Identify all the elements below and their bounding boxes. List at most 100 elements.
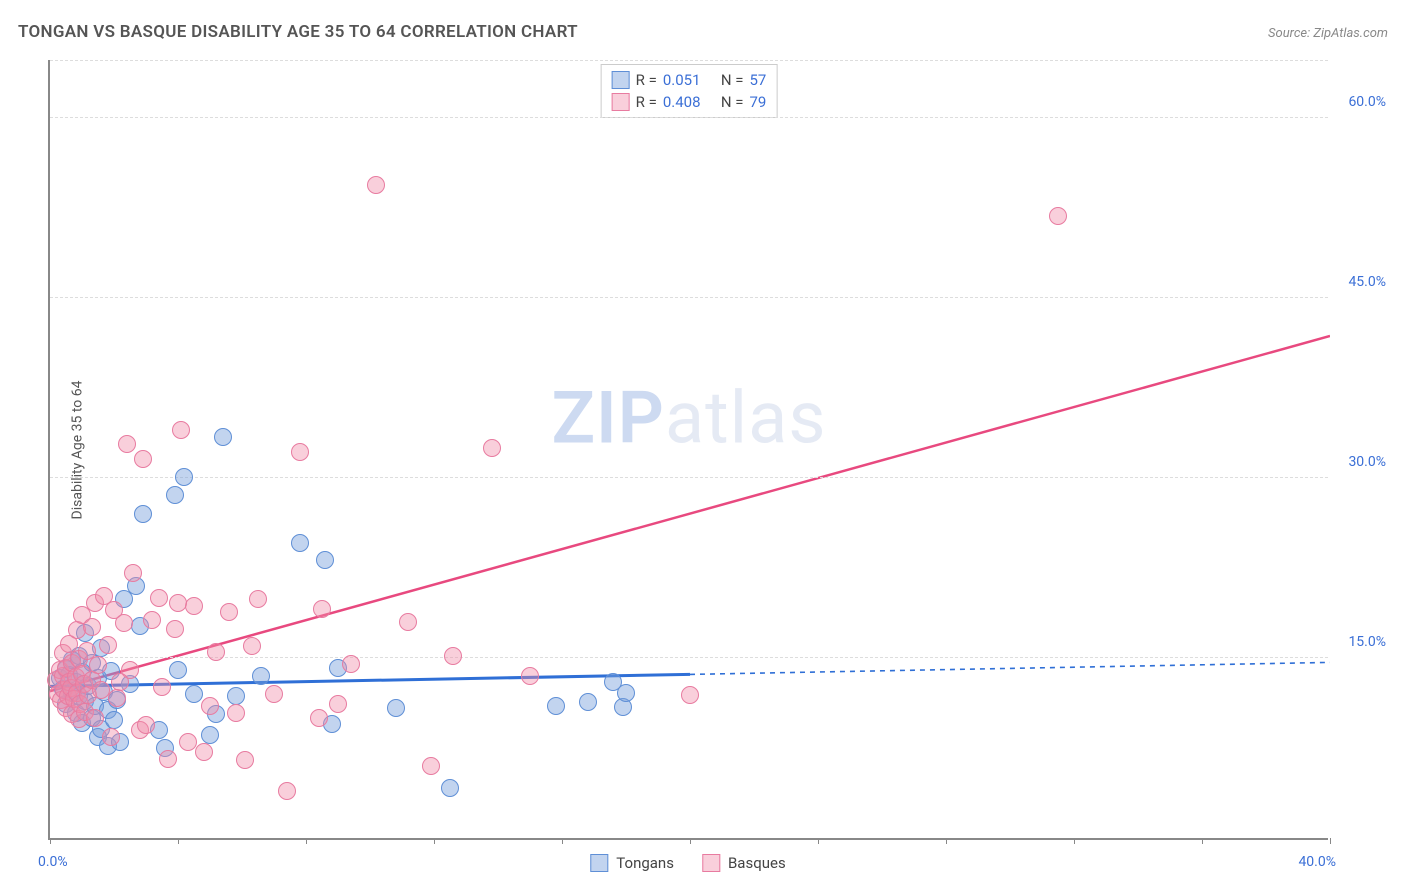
scatter-point [83,618,101,636]
scatter-point [115,614,133,632]
scatter-point [227,704,245,722]
scatter-point [169,594,187,612]
legend-swatch [612,71,630,89]
scatter-point [1049,207,1067,225]
scatter-point [89,656,107,674]
legend-swatch [612,93,630,111]
x-tick [946,838,947,844]
x-tick [562,838,563,844]
scatter-point [185,597,203,615]
x-tick [178,838,179,844]
scatter-point [316,551,334,569]
scatter-point [399,613,417,631]
chart-area: Disability Age 35 to 64 ZIPatlas R =0.05… [48,60,1328,840]
stats-n-value: 79 [749,93,766,111]
scatter-point [175,468,193,486]
scatter-point [124,564,142,582]
y-tick-label: 15.0% [1348,634,1386,650]
stats-r-label: R = [636,71,657,89]
x-tick [1074,838,1075,844]
scatter-point [179,733,197,751]
scatter-point [201,697,219,715]
scatter-point [329,695,347,713]
scatter-point [291,534,309,552]
legend-swatch [590,854,608,872]
x-tick [306,838,307,844]
gridline-h [50,477,1328,478]
scatter-point [441,779,459,797]
chart-source: Source: ZipAtlas.com [1268,26,1388,41]
scatter-point [579,693,597,711]
legend: Tongans Basques [590,854,785,872]
scatter-point [159,750,177,768]
scatter-point [617,684,635,702]
stats-box: R =0.051N =57R =0.408N =79 [601,64,778,118]
scatter-point [521,667,539,685]
stats-r-value: 0.051 [663,71,715,89]
scatter-point [102,728,120,746]
watermark: ZIPatlas [551,375,826,460]
scatter-point [99,636,117,654]
gridline-h [50,297,1328,298]
chart-title: TONGAN VS BASQUE DISABILITY AGE 35 TO 64… [18,22,578,42]
x-tick [1330,838,1331,844]
scatter-point [166,486,184,504]
x-tick [818,838,819,844]
scatter-point [105,711,123,729]
stats-n-label: N = [721,71,744,89]
scatter-point [483,439,501,457]
y-tick-label: 45.0% [1348,274,1386,290]
scatter-point [313,600,331,618]
scatter-point [214,428,232,446]
scatter-point [236,751,254,769]
legend-item: Basques [702,854,786,872]
scatter-point [249,590,267,608]
x-tick [50,838,51,844]
scatter-point [444,647,462,665]
stats-n-value: 57 [749,71,766,89]
stats-row: R = 0.051 N = 57 [612,69,767,91]
scatter-point [252,667,270,685]
scatter-point [108,689,126,707]
plot-region: ZIPatlas R =0.051N =57R =0.408N =79 60.0… [48,60,1328,840]
gridline-h [50,117,1328,118]
x-tick [690,838,691,844]
scatter-point [291,443,309,461]
scatter-point [118,435,136,453]
scatter-point [166,620,184,638]
y-tick-label: 30.0% [1348,454,1386,470]
legend-swatch [702,854,720,872]
scatter-point [310,709,328,727]
scatter-point [367,176,385,194]
scatter-point [195,743,213,761]
x-axis-max-label: 40.0% [1298,854,1336,870]
stats-r-label: R = [636,93,657,111]
stats-row: R =0.408N =79 [612,91,767,113]
x-tick [434,838,435,844]
scatter-point [201,726,219,744]
scatter-point [265,685,283,703]
scatter-point [134,450,152,468]
y-tick-label: 60.0% [1348,94,1386,110]
scatter-point [86,709,104,727]
scatter-point [153,678,171,696]
scatter-point [150,589,168,607]
scatter-point [681,686,699,704]
scatter-point [137,716,155,734]
scatter-point [169,661,187,679]
scatter-point [387,699,405,717]
scatter-point [227,687,245,705]
stats-n-label: N = [721,93,744,111]
scatter-point [547,697,565,715]
scatter-point [220,603,238,621]
scatter-point [111,673,129,691]
scatter-point [243,637,261,655]
legend-label: Tongans [616,854,674,872]
scatter-point [207,643,225,661]
legend-label: Basques [728,854,786,872]
legend-item: Tongans [590,854,674,872]
scatter-point [342,655,360,673]
scatter-point [422,757,440,775]
scatter-point [278,782,296,800]
gridline-h [50,60,1328,61]
